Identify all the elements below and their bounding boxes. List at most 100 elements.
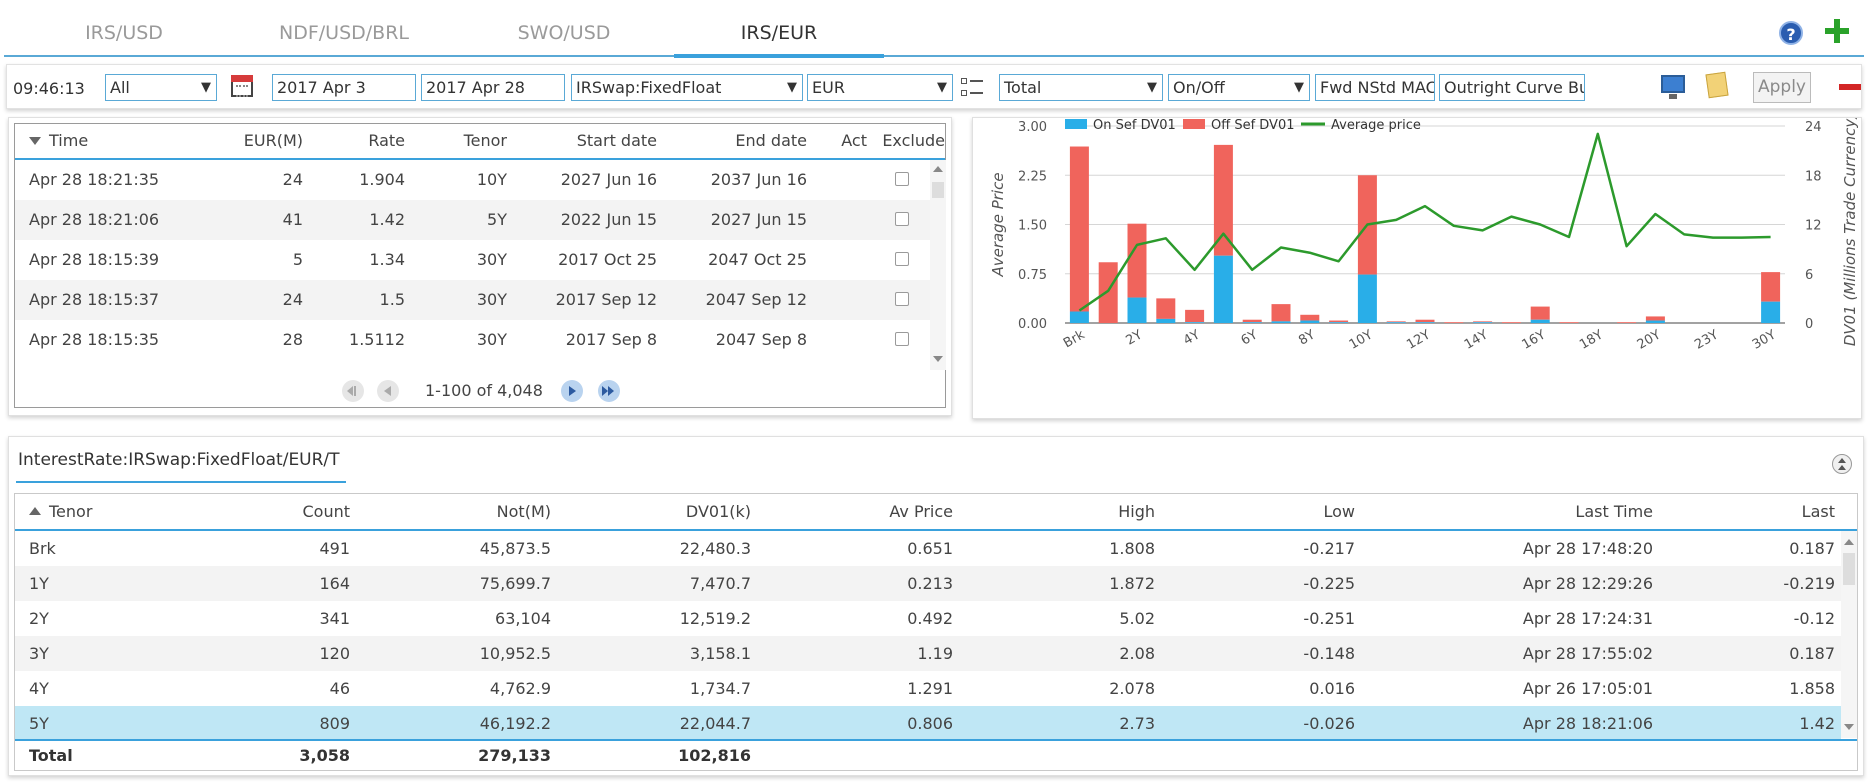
last-page-icon[interactable] — [598, 380, 620, 402]
col-count[interactable]: Count — [302, 502, 350, 521]
col-rate[interactable]: Rate — [368, 131, 405, 150]
col-end-date[interactable]: End date — [735, 131, 807, 150]
col-tenor[interactable]: Tenor — [463, 131, 507, 150]
curve-select[interactable]: Outright Curve Bu — [1439, 74, 1585, 101]
legend-on-sef-label: On Sef DV01 — [1093, 118, 1176, 133]
summary-notional: 4,762.9 — [489, 679, 551, 698]
add-plus-icon[interactable] — [1823, 17, 1851, 45]
sort-desc-icon — [29, 137, 41, 145]
date-from-value: 2017 Apr 3 — [277, 78, 366, 97]
currency-select[interactable]: EUR ▼ — [807, 74, 953, 101]
scroll-thumb[interactable] — [1843, 553, 1855, 585]
exclude-checkbox[interactable] — [895, 252, 909, 266]
trade-time: Apr 28 18:21:06 — [29, 210, 160, 229]
tab-ndf-usd-brl[interactable]: NDF/USD/BRL — [234, 22, 454, 54]
col-start-date[interactable]: Start date — [576, 131, 657, 150]
header-divider — [15, 158, 945, 160]
bar-off-sef — [1271, 304, 1291, 322]
apply-button[interactable]: Apply — [1753, 72, 1811, 103]
col-last[interactable]: Last — [1801, 502, 1835, 521]
scroll-down-icon[interactable] — [1844, 724, 1854, 730]
sort-asc-icon — [29, 507, 41, 515]
tab-irs-usd[interactable]: IRS/USD — [24, 22, 224, 54]
help-question-icon[interactable]: ? — [1779, 21, 1803, 45]
trade-notional: 24 — [282, 170, 303, 189]
next-page-icon[interactable] — [561, 380, 583, 402]
scroll-down-icon[interactable] — [933, 356, 943, 362]
col-last-time[interactable]: Last Time — [1575, 502, 1653, 521]
right-tick-label: 12 — [1805, 219, 1822, 234]
bar-off-sef — [1242, 319, 1262, 323]
left-axis-title: Average Price — [989, 172, 1007, 277]
summary-row[interactable]: 3Y 120 10,952.5 3,158.1 1.19 2.08 -0.148 Apr 28… — [15, 636, 1841, 671]
trade-time: Apr 28 18:15:35 — [29, 330, 160, 349]
summary-last: 0.187 — [1789, 644, 1835, 663]
scroll-up-icon[interactable] — [1844, 539, 1854, 545]
column-list-icon[interactable] — [961, 77, 983, 99]
summary-last-time: Apr 28 17:24:31 — [1522, 609, 1653, 628]
aggregate-value: Total — [1004, 78, 1042, 97]
pager-text: 1-100 of 4,048 — [425, 381, 543, 400]
col-notional[interactable]: Not(M) — [496, 502, 551, 521]
col-notional[interactable]: EUR(M) — [243, 131, 303, 150]
summary-row[interactable]: 2Y 341 63,104 12,519.2 0.492 5.02 -0.251 Apr 28… — [15, 601, 1841, 636]
summary-tenor: Brk — [29, 539, 56, 558]
trade-row[interactable]: Apr 28 18:15:35 28 1.5112 30Y 2017 Sep 8 2047… — [15, 320, 931, 360]
venue-select[interactable]: On/Off ▼ — [1168, 74, 1310, 101]
col-high[interactable]: High — [1118, 502, 1155, 521]
date-to-input[interactable]: 2017 Apr 28 — [421, 74, 565, 101]
trade-row[interactable]: Apr 28 18:21:35 24 1.904 10Y 2027 Jun 16 2037… — [15, 160, 931, 200]
col-av-price[interactable]: Av Price — [889, 502, 953, 521]
exclude-checkbox[interactable] — [895, 212, 909, 226]
exclude-checkbox[interactable] — [895, 292, 909, 306]
summary-high: 5.02 — [1119, 609, 1155, 628]
trade-row[interactable]: Apr 28 18:15:39 5 1.34 30Y 2017 Oct 25 2047 O… — [15, 240, 931, 280]
bar-on-sef — [1185, 322, 1205, 323]
filter-select[interactable]: All ▼ — [105, 74, 217, 101]
calendar-icon[interactable] — [231, 75, 253, 97]
exclude-checkbox[interactable] — [895, 332, 909, 346]
trade-row[interactable]: Apr 28 18:21:06 41 1.42 5Y 2022 Jun 15 2027 J… — [15, 200, 931, 240]
summary-row[interactable]: Brk 491 45,873.5 22,480.3 0.651 1.808 -0.217 Ap… — [15, 531, 1841, 566]
col-time[interactable]: Time — [29, 124, 88, 160]
monitor-icon[interactable] — [1661, 75, 1685, 99]
scroll-thumb[interactable] — [932, 182, 944, 198]
trade-tenor: 30Y — [476, 330, 507, 349]
summary-scrollbar[interactable] — [1841, 531, 1857, 738]
remove-minus-icon[interactable] — [1839, 84, 1861, 90]
instrument-select[interactable]: IRSwap:FixedFloat ▼ — [571, 74, 803, 101]
chevron-down-icon: ▼ — [201, 80, 211, 95]
trade-row[interactable]: Apr 28 18:15:37 24 1.5 30Y 2017 Sep 12 2047 S… — [15, 280, 931, 320]
tab-swo-usd[interactable]: SWO/USD — [464, 22, 664, 54]
summary-row[interactable]: 5Y 809 46,192.2 22,044.7 0.806 2.73 -0.026 Apr … — [15, 706, 1841, 741]
trade-start: 2022 Jun 15 — [560, 210, 657, 229]
note-icon[interactable] — [1705, 71, 1729, 99]
col-act[interactable]: Act — [841, 131, 867, 150]
col-tenor[interactable]: Tenor — [29, 494, 92, 530]
col-exclude[interactable]: Exclude — [882, 131, 945, 150]
col-low[interactable]: Low — [1323, 502, 1355, 521]
fwd-filter-select[interactable]: Fwd NStd MAC — [1315, 74, 1435, 101]
scroll-up-icon[interactable] — [933, 166, 943, 172]
summary-count: 491 — [319, 539, 350, 558]
trade-time: Apr 28 18:15:39 — [29, 250, 160, 269]
summary-row[interactable]: 4Y 46 4,762.9 1,734.7 1.291 2.078 0.016 Apr 26 … — [15, 671, 1841, 706]
summary-notional: 10,952.5 — [479, 644, 551, 663]
summary-count: 341 — [319, 609, 350, 628]
trade-tenor: 30Y — [476, 290, 507, 309]
bar-off-sef — [1415, 319, 1435, 323]
collapse-icon[interactable] — [1832, 454, 1852, 474]
first-page-icon[interactable] — [342, 380, 364, 402]
tab-irs-eur[interactable]: IRS/EUR — [674, 22, 884, 58]
prev-page-icon[interactable] — [377, 380, 399, 402]
summary-notional: 75,699.7 — [479, 574, 551, 593]
date-from-input[interactable]: 2017 Apr 3 — [272, 74, 416, 101]
col-dv01[interactable]: DV01(k) — [685, 502, 751, 521]
trades-scrollbar[interactable] — [930, 160, 946, 370]
summary-row[interactable]: 1Y 164 75,699.7 7,470.7 0.213 1.872 -0.225 Apr … — [15, 566, 1841, 601]
filter-toolbar: 09:46:13 All ▼ 2017 Apr 3 2017 Apr 28 IRS… — [6, 64, 1862, 109]
bar-off-sef — [1185, 309, 1205, 323]
exclude-checkbox[interactable] — [895, 172, 909, 186]
aggregate-select[interactable]: Total ▼ — [999, 74, 1163, 101]
trade-start: 2017 Sep 8 — [565, 330, 657, 349]
